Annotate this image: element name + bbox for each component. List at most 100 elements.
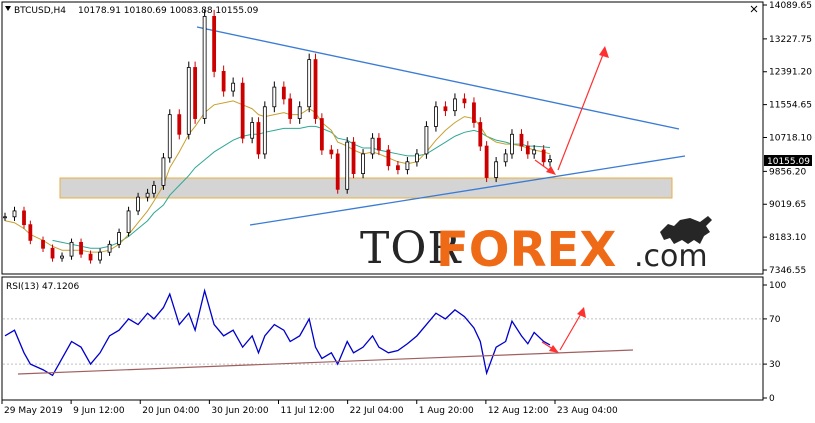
time-tick-label: 29 May 2019 <box>4 406 63 416</box>
rsi-line <box>4 288 551 377</box>
price-tick-label: 7346.55 <box>769 266 806 276</box>
time-tick-label: 23 Aug 04:00 <box>557 406 618 416</box>
candle-body <box>510 133 514 155</box>
candle-body <box>329 149 334 155</box>
candle-body <box>376 137 381 151</box>
forecast-arrows-price <box>534 46 609 175</box>
candle-body <box>117 232 121 245</box>
candle-body <box>415 153 419 163</box>
ma-slow-line <box>52 125 551 249</box>
candle-body <box>313 59 318 119</box>
close-icon[interactable] <box>750 5 758 13</box>
candle-body <box>262 106 267 155</box>
ma-fast-path <box>4 100 551 253</box>
watermark-forex: FOREX <box>436 222 616 278</box>
candle-body <box>484 145 489 178</box>
candle-body <box>22 210 26 226</box>
candles <box>3 9 552 264</box>
support-zone <box>59 177 673 199</box>
ma-fast-line <box>4 100 551 253</box>
candle-body <box>193 67 198 119</box>
price-tick-label: 10718.10 <box>769 134 812 144</box>
ohlc-values: 10178.91 10180.69 10083.88 10155.09 <box>78 6 259 16</box>
candle-body <box>69 241 74 257</box>
rsi-tick-label: 70 <box>769 315 781 325</box>
candle-body <box>307 59 312 108</box>
candle-body <box>88 253 93 261</box>
candle-body <box>107 243 112 253</box>
watermark: TOR FOREX .com <box>360 216 712 278</box>
candle-body <box>212 15 217 72</box>
rsi-tick-label: 30 <box>769 360 781 370</box>
price-tick-label: 9019.65 <box>769 200 806 210</box>
candle-body <box>231 82 236 92</box>
rsi-header: RSI(13) 47.1206 <box>6 282 79 292</box>
triangle-icon <box>5 6 11 11</box>
candle-body <box>519 133 524 147</box>
time-tick-label: 1 Aug 20:00 <box>419 406 474 416</box>
candle-body <box>221 71 226 92</box>
price-tick-label: 13227.75 <box>769 35 812 45</box>
up-arrowhead <box>599 46 609 58</box>
candle-body <box>256 122 261 155</box>
candle-body <box>250 122 255 139</box>
candle-body <box>405 161 410 171</box>
candle-body <box>50 247 55 259</box>
forecast-arrows-rsi <box>541 307 586 353</box>
watermark-dotcom: .com <box>634 239 708 274</box>
bull-icon <box>660 216 712 244</box>
candle-body <box>472 102 476 123</box>
candle-body <box>12 210 17 218</box>
upper-trendline <box>196 26 680 130</box>
symbol-label: BTCUSD,H4 <box>14 6 66 16</box>
candle-body <box>126 210 131 233</box>
rsi-tick-label: 100 <box>769 281 786 291</box>
candle-body <box>541 149 546 163</box>
candle-body <box>386 149 391 167</box>
candle-body <box>525 145 530 155</box>
candle-body <box>240 82 245 139</box>
candle-body <box>161 157 166 186</box>
watermark-tor: TOR <box>360 223 462 274</box>
rsi-trendline <box>17 349 634 375</box>
candle-body <box>79 241 83 255</box>
candle-body <box>288 98 293 119</box>
price-tag-text: 10155.09 <box>767 157 810 167</box>
time-tick-label: 22 Jul 04:00 <box>350 406 404 416</box>
candle-body <box>443 106 448 112</box>
candle-body <box>424 126 429 155</box>
candle-body <box>361 153 365 174</box>
rsi-panel-frame <box>1 276 764 401</box>
ma-slow-path <box>52 125 551 249</box>
candle-body <box>370 137 375 155</box>
candle-body <box>281 86 286 100</box>
candle-body <box>319 118 324 151</box>
candle-body <box>3 216 7 219</box>
time-tick-label: 20 Jun 04:00 <box>142 406 199 416</box>
candle-body <box>478 122 483 147</box>
candle-body <box>272 86 277 108</box>
time-tick-label: 12 Aug 12:00 <box>488 406 549 416</box>
time-tick-label: 30 Jun 20:00 <box>211 406 268 416</box>
candle-body <box>167 114 172 159</box>
candle-body <box>548 159 552 163</box>
time-tick-label: 11 Jul 12:00 <box>281 406 335 416</box>
time-tick-label: 9 Jun 12:00 <box>73 406 125 416</box>
candle-body <box>396 165 400 171</box>
candle-body <box>503 153 508 163</box>
candle-body <box>145 192 150 198</box>
candle-body <box>60 255 64 259</box>
price-tick-label: 14089.65 <box>769 1 812 11</box>
time-axis: 29 May 2019 9 Jun 12:00 20 Jun 04:00 30 Jun… <box>1 400 618 416</box>
candle-body <box>462 98 467 104</box>
price-axis: 14089.65 13227.75 12391.20 11554.65 10718.10… <box>763 1 812 276</box>
candle-body <box>177 114 182 135</box>
price-header: BTCUSD,H4 10178.91 10180.69 10083.88 101… <box>5 6 259 16</box>
candle-body <box>532 149 537 155</box>
candle-body <box>28 224 33 241</box>
candle-body <box>202 15 207 119</box>
price-tag: 10155.09 <box>764 155 812 167</box>
candle-body <box>186 67 191 135</box>
price-tick-label: 8183.10 <box>769 233 806 243</box>
